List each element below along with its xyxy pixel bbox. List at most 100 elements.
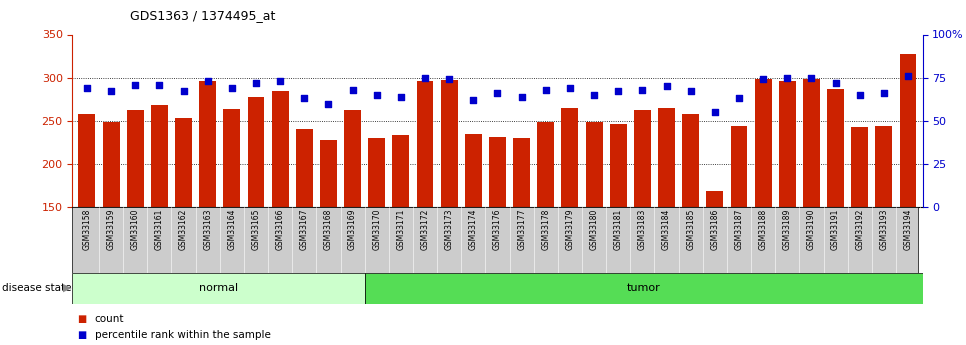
Point — [828, 80, 843, 86]
Text: ■: ■ — [77, 314, 87, 324]
Text: GSM33190: GSM33190 — [807, 209, 816, 250]
Text: count: count — [95, 314, 125, 324]
Bar — [102, 122, 120, 207]
Text: GSM33166: GSM33166 — [275, 209, 285, 250]
Bar — [803, 79, 820, 207]
Point — [417, 75, 433, 80]
Text: GSM33172: GSM33172 — [420, 209, 430, 250]
Text: GSM33186: GSM33186 — [710, 209, 720, 250]
Text: GSM33189: GSM33189 — [782, 209, 792, 250]
Bar — [368, 138, 385, 207]
Text: GSM33184: GSM33184 — [662, 209, 671, 250]
Text: GSM33183: GSM33183 — [638, 209, 647, 250]
Point — [683, 89, 698, 94]
Text: tumor: tumor — [627, 283, 661, 293]
Bar — [72, 273, 365, 304]
Text: percentile rank within the sample: percentile rank within the sample — [95, 330, 270, 339]
Bar — [610, 124, 627, 207]
Text: GSM33173: GSM33173 — [444, 209, 454, 250]
Bar — [199, 81, 216, 207]
Text: GSM33177: GSM33177 — [517, 209, 526, 250]
Point — [876, 90, 892, 96]
Point — [900, 73, 916, 79]
Text: GSM33163: GSM33163 — [203, 209, 213, 250]
Point — [804, 75, 819, 80]
Bar — [827, 89, 844, 207]
Text: GSM33165: GSM33165 — [251, 209, 261, 250]
Text: disease state: disease state — [2, 283, 71, 293]
Text: GSM33169: GSM33169 — [348, 209, 357, 250]
Bar — [634, 110, 651, 207]
Point — [780, 75, 795, 80]
Text: GSM33194: GSM33194 — [903, 209, 913, 250]
Bar — [875, 126, 893, 207]
Text: ▶: ▶ — [63, 283, 71, 293]
Point — [176, 89, 191, 94]
Bar — [682, 114, 699, 207]
Text: GSM33181: GSM33181 — [613, 209, 623, 250]
Bar — [489, 137, 506, 207]
Bar — [537, 122, 554, 207]
Bar — [127, 110, 144, 207]
Bar — [899, 54, 917, 207]
Point — [345, 87, 360, 92]
Bar — [440, 80, 458, 207]
Text: GSM33161: GSM33161 — [155, 209, 164, 250]
Bar — [851, 127, 868, 207]
Text: GSM33167: GSM33167 — [299, 209, 309, 250]
Bar — [658, 108, 675, 207]
Text: GSM33185: GSM33185 — [686, 209, 696, 250]
Bar — [78, 114, 96, 207]
Text: GSM33179: GSM33179 — [565, 209, 575, 250]
Bar — [320, 140, 337, 207]
Bar — [365, 273, 923, 304]
Text: GSM33160: GSM33160 — [130, 209, 140, 250]
Bar — [271, 90, 289, 207]
Text: GSM33164: GSM33164 — [227, 209, 237, 250]
Text: GSM33188: GSM33188 — [758, 209, 768, 250]
Point — [538, 87, 554, 92]
Text: ■: ■ — [77, 330, 87, 339]
Text: normal: normal — [199, 283, 239, 293]
Bar — [247, 97, 265, 207]
Point — [224, 85, 240, 91]
Bar — [344, 110, 361, 207]
Bar — [175, 118, 192, 207]
Point — [586, 92, 602, 98]
Text: GDS1363 / 1374495_at: GDS1363 / 1374495_at — [130, 9, 275, 22]
Point — [514, 94, 529, 99]
Text: GSM33193: GSM33193 — [879, 209, 889, 250]
Point — [731, 96, 747, 101]
Text: GSM33178: GSM33178 — [541, 209, 551, 250]
Bar — [754, 79, 772, 207]
Point — [441, 77, 457, 82]
Bar — [296, 129, 313, 207]
Point — [128, 82, 143, 87]
Point — [562, 85, 578, 91]
Point — [297, 96, 312, 101]
Point — [248, 80, 264, 86]
Text: GSM33162: GSM33162 — [179, 209, 188, 250]
Bar — [223, 109, 241, 207]
Bar — [465, 134, 482, 207]
Bar — [561, 108, 579, 207]
Point — [369, 92, 384, 98]
Bar — [151, 105, 168, 207]
Point — [393, 94, 409, 99]
Point — [635, 87, 650, 92]
Bar — [513, 138, 530, 207]
Text: GSM33171: GSM33171 — [396, 209, 406, 250]
Point — [707, 109, 723, 115]
Text: GSM33168: GSM33168 — [324, 209, 333, 250]
Point — [200, 78, 215, 84]
Text: GSM33158: GSM33158 — [82, 209, 92, 250]
Bar — [779, 81, 796, 207]
Point — [152, 82, 167, 87]
Bar — [392, 135, 410, 207]
Bar — [730, 126, 748, 207]
Bar — [585, 122, 603, 207]
Point — [79, 85, 95, 91]
Point — [611, 89, 626, 94]
Text: GSM33174: GSM33174 — [469, 209, 478, 250]
Point — [852, 92, 867, 98]
